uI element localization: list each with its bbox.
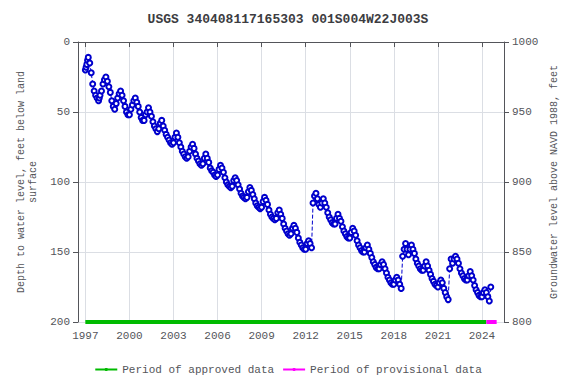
svg-text:2015: 2015	[337, 330, 363, 342]
svg-text:900: 900	[512, 176, 532, 188]
svg-text:2024: 2024	[469, 330, 496, 342]
svg-text:150: 150	[50, 246, 70, 258]
svg-text:surface: surface	[28, 161, 39, 203]
svg-text:100: 100	[50, 176, 70, 188]
svg-text:2021: 2021	[425, 330, 452, 342]
svg-text:2006: 2006	[204, 330, 230, 342]
svg-text:Groundwater level above NAVD 1: Groundwater level above NAVD 1988, feet	[549, 65, 560, 299]
svg-text:850: 850	[512, 246, 532, 258]
svg-text:Period of provisional data: Period of provisional data	[310, 364, 482, 376]
svg-text:1000: 1000	[512, 36, 538, 48]
svg-text:Depth to water level, feet bel: Depth to water level, feet below land	[16, 71, 27, 293]
svg-text:2012: 2012	[292, 330, 318, 342]
svg-text:2009: 2009	[248, 330, 274, 342]
svg-text:2003: 2003	[160, 330, 186, 342]
svg-text:950: 950	[512, 106, 532, 118]
svg-text:1997: 1997	[72, 330, 98, 342]
svg-text:0: 0	[63, 36, 70, 48]
svg-text:800: 800	[512, 316, 532, 328]
svg-text:2000: 2000	[116, 330, 142, 342]
svg-text:50: 50	[57, 106, 70, 118]
svg-text:200: 200	[50, 316, 70, 328]
svg-text:Period of approved data: Period of approved data	[122, 364, 274, 376]
svg-text:2018: 2018	[381, 330, 407, 342]
svg-text:USGS 340408117165303 001S004W2: USGS 340408117165303 001S004W22J003S	[148, 12, 429, 27]
